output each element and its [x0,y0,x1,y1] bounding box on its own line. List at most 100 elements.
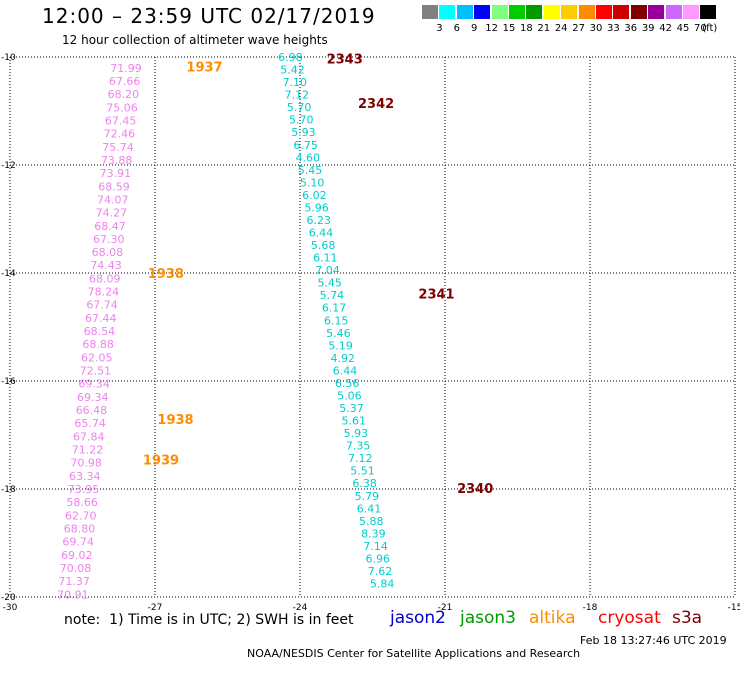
wave-height-label: 5.88 [359,515,384,528]
footer-note: note: 1) Time is in UTC; 2) SWH is in fe… [64,612,354,628]
colorbar-swatch [543,5,560,19]
pass-time-label: 1937 [186,61,222,76]
colorbar-label: 12 [485,23,498,34]
wave-height-label: 5.96 [304,201,329,214]
wave-height-label: 68.08 [92,246,124,259]
colorbar-swatch [648,5,665,19]
wave-height-label: 6.44 [309,227,334,240]
wave-height-label: 6.75 [293,139,318,152]
wave-height-label: 6.56 [335,377,360,390]
wave-height-label: 5.45 [317,277,342,290]
y-tick-label: -12 [1,161,16,171]
colorbar-swatch [474,5,491,19]
credit-text: NOAA/NESDIS Center for Satellite Applica… [247,647,581,660]
wave-height-label: 68.88 [82,338,114,351]
y-tick-label: -14 [1,269,16,279]
wave-height-label: 71.37 [58,575,90,588]
colorbar-swatch [456,5,473,19]
wave-height-label: 6.11 [313,252,338,265]
colorbar-swatch [491,5,508,19]
legend-jason2: jason2 [390,608,446,628]
x-tick-label: -15 [728,603,740,613]
wave-height-label: 5.68 [311,239,336,252]
pass-time-label: 1939 [143,453,179,468]
wave-height-label: 68.54 [84,325,116,338]
legend-s3a: s3a [672,608,703,628]
wave-height-label: 67.30 [93,233,125,246]
wave-height-label: 6.23 [307,214,332,227]
wave-height-label: 65.74 [74,417,106,430]
wave-height-label: 67.45 [105,114,137,127]
wave-height-label: 5.51 [350,465,375,478]
wave-height-label: 5.93 [344,427,369,440]
wave-height-label: 6.15 [324,314,349,327]
wave-height-label: 7.10 [282,76,307,89]
wave-height-label: 69.74 [62,536,94,549]
colorbar-swatch [596,5,612,19]
wave-height-label: 68.20 [108,88,140,101]
legend-cryosat: cryosat [598,608,661,628]
x-tick-label: -27 [148,603,163,613]
y-tick-label: -10 [1,53,16,63]
wave-height-label: 8.39 [361,527,386,540]
wave-height-label: 5.19 [328,339,353,352]
colorbar-label: 18 [520,23,533,34]
wave-height-label: 67.84 [73,430,105,443]
y-tick-label: -18 [1,485,16,495]
wave-height-label: 6.17 [322,302,347,315]
wave-height-label: 6.98 [278,51,303,64]
wave-height-label: 68.09 [89,272,121,285]
wave-height-label: 70.91 [57,588,89,601]
x-tick-label: -18 [583,603,598,613]
wave-height-label: 6.96 [366,552,391,565]
wave-height-label: 6.02 [302,189,327,202]
x-tick-label: -21 [438,603,453,613]
wave-height-label: 5.74 [320,289,345,302]
colorbar-swatch [613,5,630,19]
wave-height-label: 6.44 [333,364,358,377]
wave-height-label: 5.93 [291,126,316,139]
colorbar-label: 42 [659,23,672,34]
wave-height-label: 73.88 [101,154,133,167]
wave-height-label: 62.70 [65,509,97,522]
wave-height-label: 71.99 [110,62,142,75]
map-title: 12:00 – 23:59 UTC 02/17/2019 [42,4,376,28]
colorbar-swatch [700,5,717,19]
wave-height-label: 72.51 [80,365,112,378]
colorbar-label: 39 [641,23,655,34]
wave-height-label: 74.27 [96,207,128,220]
colorbar-label: 33 [607,23,620,34]
x-tick-label: -30 [3,603,18,613]
wave-height-label: 75.74 [102,141,134,154]
colorbar-label: 70 [694,23,707,34]
colorbar-label: 9 [471,23,478,34]
wave-height-label: 5.10 [300,176,325,189]
y-tick-label: -20 [1,593,16,603]
colorbar-label: 45 [676,23,690,34]
pass-time-label: 2341 [418,288,454,303]
wave-height-label: 7.35 [346,440,371,453]
colorbar-swatch [665,5,682,19]
wave-height-label: 67.44 [85,312,117,325]
wave-height-label: 73.91 [100,167,132,180]
wave-height-label: 67.66 [109,75,141,88]
wave-height-label: 62.05 [81,351,113,364]
colorbar-swatch [630,5,647,19]
pass-time-label: 2340 [457,482,493,497]
pass-time-label: 1938 [148,267,184,282]
wave-height-label: 5.84 [370,578,395,591]
wave-height-label: 68.47 [94,220,126,233]
pass-time-label: 1938 [157,413,193,428]
wave-height-label: 4.60 [296,151,321,164]
colorbar-label: 30 [589,23,603,34]
wave-height-label: 69.02 [61,549,93,562]
wave-height-label: 69.34 [78,378,110,391]
wave-height-label: 72.46 [104,128,136,141]
colorbar-swatch [683,5,699,19]
wave-height-label: 5.37 [339,402,364,415]
wave-height-label: 6.41 [357,502,382,515]
wave-height-label: 5.42 [280,64,305,77]
map-subtitle: 12 hour collection of altimeter wave hei… [62,33,328,47]
wave-height-label: 6.38 [352,477,377,490]
wave-height-label: 66.48 [76,404,108,417]
